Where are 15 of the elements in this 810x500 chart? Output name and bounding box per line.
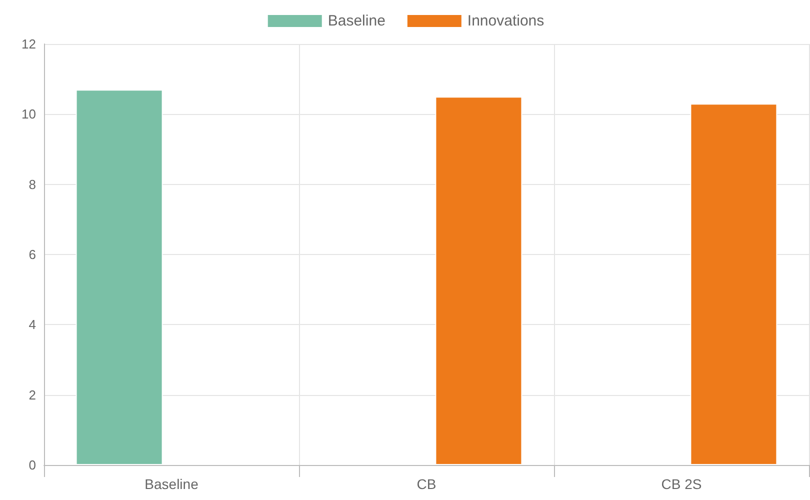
y-tick-label: 12 xyxy=(22,36,36,52)
y-tick-label: 10 xyxy=(22,106,36,122)
bar xyxy=(690,104,778,465)
x-tick-label: CB xyxy=(416,476,436,492)
legend-label: Baseline xyxy=(328,12,386,30)
y-tick-label: 0 xyxy=(28,458,36,472)
x-tick-label: CB 2S xyxy=(661,476,702,492)
y-tick-label: 6 xyxy=(28,247,36,262)
y-tick-label: 4 xyxy=(28,317,36,332)
y-tick-label: 2 xyxy=(28,387,36,402)
x-tick-label: Baseline xyxy=(144,476,199,492)
legend-label: Innovations xyxy=(467,12,544,30)
bar xyxy=(435,96,522,465)
y-tick-label: 8 xyxy=(28,176,36,192)
bar xyxy=(76,90,163,465)
